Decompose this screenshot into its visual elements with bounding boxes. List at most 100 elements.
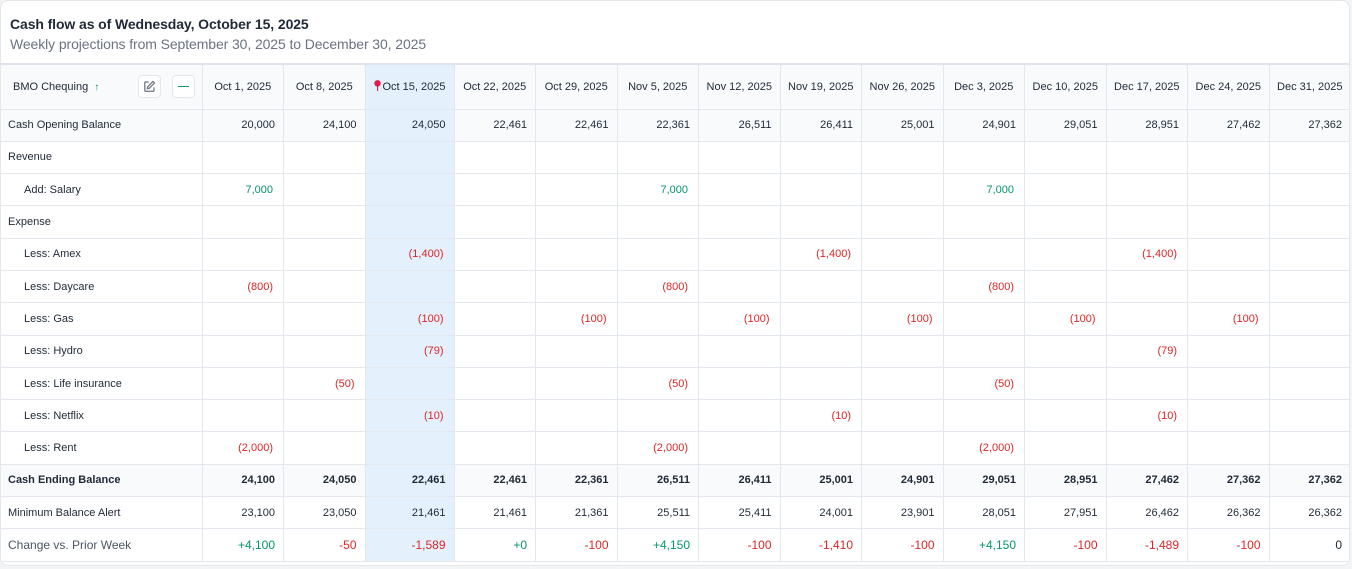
amount-cell[interactable]: [535, 173, 618, 207]
amount-cell[interactable]: [535, 270, 618, 304]
amount-cell[interactable]: [780, 302, 862, 336]
amount-cell[interactable]: [1187, 173, 1270, 207]
week-column-header[interactable]: Oct 29, 2025: [535, 65, 618, 110]
amount-cell[interactable]: [1269, 270, 1349, 304]
amount-cell[interactable]: (10): [780, 399, 862, 433]
amount-cell[interactable]: (1,400): [780, 238, 862, 271]
amount-cell[interactable]: (100): [861, 302, 944, 336]
amount-cell[interactable]: (800): [943, 270, 1025, 304]
week-column-header[interactable]: Dec 3, 2025: [943, 65, 1025, 110]
amount-cell[interactable]: [1187, 399, 1270, 433]
arrow-up-icon[interactable]: ↑: [94, 81, 100, 93]
amount-cell[interactable]: [1187, 367, 1270, 401]
row-label[interactable]: Less: Netflix: [1, 399, 203, 433]
amount-cell[interactable]: [861, 270, 944, 304]
amount-cell[interactable]: [780, 431, 862, 465]
row-label[interactable]: Add: Salary: [1, 173, 203, 207]
amount-cell[interactable]: [617, 238, 699, 271]
amount-cell[interactable]: [698, 431, 781, 465]
amount-cell[interactable]: 7,000: [943, 173, 1025, 207]
amount-cell[interactable]: (10): [365, 399, 455, 433]
amount-cell[interactable]: [202, 302, 284, 336]
amount-cell[interactable]: [535, 367, 618, 401]
amount-cell[interactable]: [1106, 367, 1188, 401]
amount-cell[interactable]: [454, 431, 536, 465]
week-column-header[interactable]: Oct 22, 2025: [454, 65, 536, 110]
amount-cell[interactable]: [535, 399, 618, 433]
amount-cell[interactable]: [365, 270, 455, 304]
collapse-button[interactable]: [172, 75, 195, 98]
amount-cell[interactable]: [943, 238, 1025, 271]
amount-cell[interactable]: [202, 367, 284, 401]
amount-cell[interactable]: [202, 399, 284, 433]
amount-cell[interactable]: (50): [943, 367, 1025, 401]
account-column-header[interactable]: BMO Chequing ↑: [1, 65, 203, 110]
amount-cell[interactable]: (1,400): [1106, 238, 1188, 271]
amount-cell[interactable]: [943, 399, 1025, 433]
amount-cell[interactable]: (1,400): [365, 238, 455, 271]
amount-cell[interactable]: [202, 238, 284, 271]
amount-cell[interactable]: [1106, 431, 1188, 465]
amount-cell[interactable]: [861, 238, 944, 271]
row-label[interactable]: Less: Gas: [1, 302, 203, 336]
amount-cell[interactable]: (100): [535, 302, 618, 336]
amount-cell[interactable]: [1187, 335, 1270, 368]
amount-cell[interactable]: [365, 431, 455, 465]
amount-cell[interactable]: [698, 367, 781, 401]
amount-cell[interactable]: [365, 173, 455, 207]
amount-cell[interactable]: [283, 335, 366, 368]
amount-cell[interactable]: [698, 238, 781, 271]
amount-cell[interactable]: [283, 302, 366, 336]
amount-cell[interactable]: [1024, 335, 1107, 368]
amount-cell[interactable]: [698, 270, 781, 304]
amount-cell[interactable]: [617, 335, 699, 368]
amount-cell[interactable]: [454, 173, 536, 207]
amount-cell[interactable]: (2,000): [617, 431, 699, 465]
amount-cell[interactable]: [1024, 238, 1107, 271]
row-label[interactable]: Less: Amex: [1, 238, 203, 271]
week-column-header[interactable]: Nov 19, 2025: [780, 65, 862, 110]
amount-cell[interactable]: [861, 335, 944, 368]
amount-cell[interactable]: [1106, 173, 1188, 207]
amount-cell[interactable]: [1106, 302, 1188, 336]
amount-cell[interactable]: [780, 173, 862, 207]
amount-cell[interactable]: [861, 173, 944, 207]
week-column-header[interactable]: Nov 5, 2025: [617, 65, 699, 110]
amount-cell[interactable]: [1024, 399, 1107, 433]
amount-cell[interactable]: 7,000: [202, 173, 284, 207]
amount-cell[interactable]: [1024, 431, 1107, 465]
amount-cell[interactable]: [535, 238, 618, 271]
week-column-header[interactable]: Nov 12, 2025: [698, 65, 781, 110]
week-column-header[interactable]: Nov 26, 2025: [861, 65, 944, 110]
amount-cell[interactable]: [861, 367, 944, 401]
week-column-header[interactable]: Oct 15, 2025: [365, 65, 455, 110]
amount-cell[interactable]: (50): [283, 367, 366, 401]
amount-cell[interactable]: [1269, 238, 1349, 271]
week-column-header[interactable]: Dec 31, 2025: [1269, 65, 1349, 110]
amount-cell[interactable]: [1269, 173, 1349, 207]
amount-cell[interactable]: [780, 270, 862, 304]
amount-cell[interactable]: [454, 399, 536, 433]
row-label[interactable]: Less: Life insurance: [1, 367, 203, 401]
amount-cell[interactable]: [698, 173, 781, 207]
amount-cell[interactable]: [283, 238, 366, 271]
amount-cell[interactable]: [780, 335, 862, 368]
amount-cell[interactable]: [1024, 173, 1107, 207]
amount-cell[interactable]: (100): [1024, 302, 1107, 336]
amount-cell[interactable]: [861, 431, 944, 465]
amount-cell[interactable]: (10): [1106, 399, 1188, 433]
week-column-header[interactable]: Oct 8, 2025: [283, 65, 366, 110]
amount-cell[interactable]: (800): [202, 270, 284, 304]
amount-cell[interactable]: [617, 302, 699, 336]
amount-cell[interactable]: [1187, 238, 1270, 271]
amount-cell[interactable]: [365, 367, 455, 401]
amount-cell[interactable]: [454, 335, 536, 368]
amount-cell[interactable]: [283, 399, 366, 433]
amount-cell[interactable]: [1269, 302, 1349, 336]
amount-cell[interactable]: [943, 302, 1025, 336]
amount-cell[interactable]: (100): [365, 302, 455, 336]
amount-cell[interactable]: (800): [617, 270, 699, 304]
amount-cell[interactable]: [454, 270, 536, 304]
amount-cell[interactable]: [698, 335, 781, 368]
week-column-header[interactable]: Dec 24, 2025: [1187, 65, 1270, 110]
